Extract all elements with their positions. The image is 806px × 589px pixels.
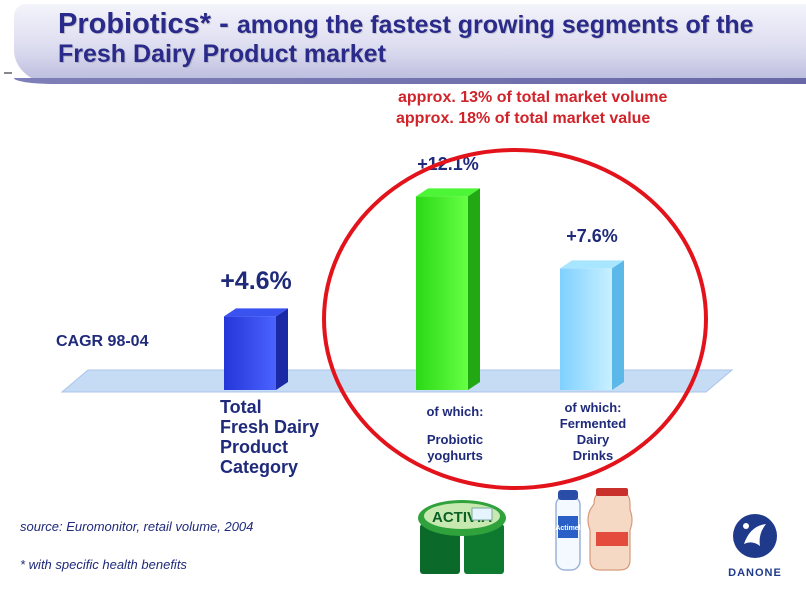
slide-title: Probiotics* - among the fastest growing … (58, 10, 798, 69)
source-note: source: Euromonitor, retail volume, 2004 (20, 519, 254, 534)
actimel-drink-bottles-image: Actimel (555, 488, 633, 571)
category-line: Product (220, 437, 289, 457)
title-dash (4, 72, 12, 74)
category-total-fresh-dairy: Total Fresh Dairy Product Category (220, 397, 350, 477)
bar-front-0 (224, 316, 276, 390)
danone-logo: DANONE (728, 514, 782, 579)
activia-yoghurt-pack-image: ACTIVIA (418, 500, 506, 574)
title-band (14, 4, 806, 84)
market-value-share: approx. 18% of total market value (396, 110, 651, 127)
danone-logo-text: DANONE (728, 567, 782, 579)
category-line: Category (220, 457, 299, 477)
bar-side-0 (276, 308, 288, 390)
category-line: Fresh Dairy (220, 417, 320, 437)
title-rest: among the fastest growing segments of th… (58, 11, 754, 68)
category-line: Total (220, 397, 262, 417)
health-footnote: * with specific health benefits (20, 557, 187, 572)
actimel-logo-text: Actimel (555, 525, 580, 532)
bar-top-0 (224, 308, 288, 317)
market-volume-share: approx. 13% of total market volume (398, 89, 668, 106)
cagr-label: CAGR 98-04 (56, 333, 149, 350)
highlight-circle (322, 148, 708, 490)
title-lead: Probiotics* - (58, 8, 237, 40)
bar-value-label-0: +4.6% (220, 267, 292, 296)
